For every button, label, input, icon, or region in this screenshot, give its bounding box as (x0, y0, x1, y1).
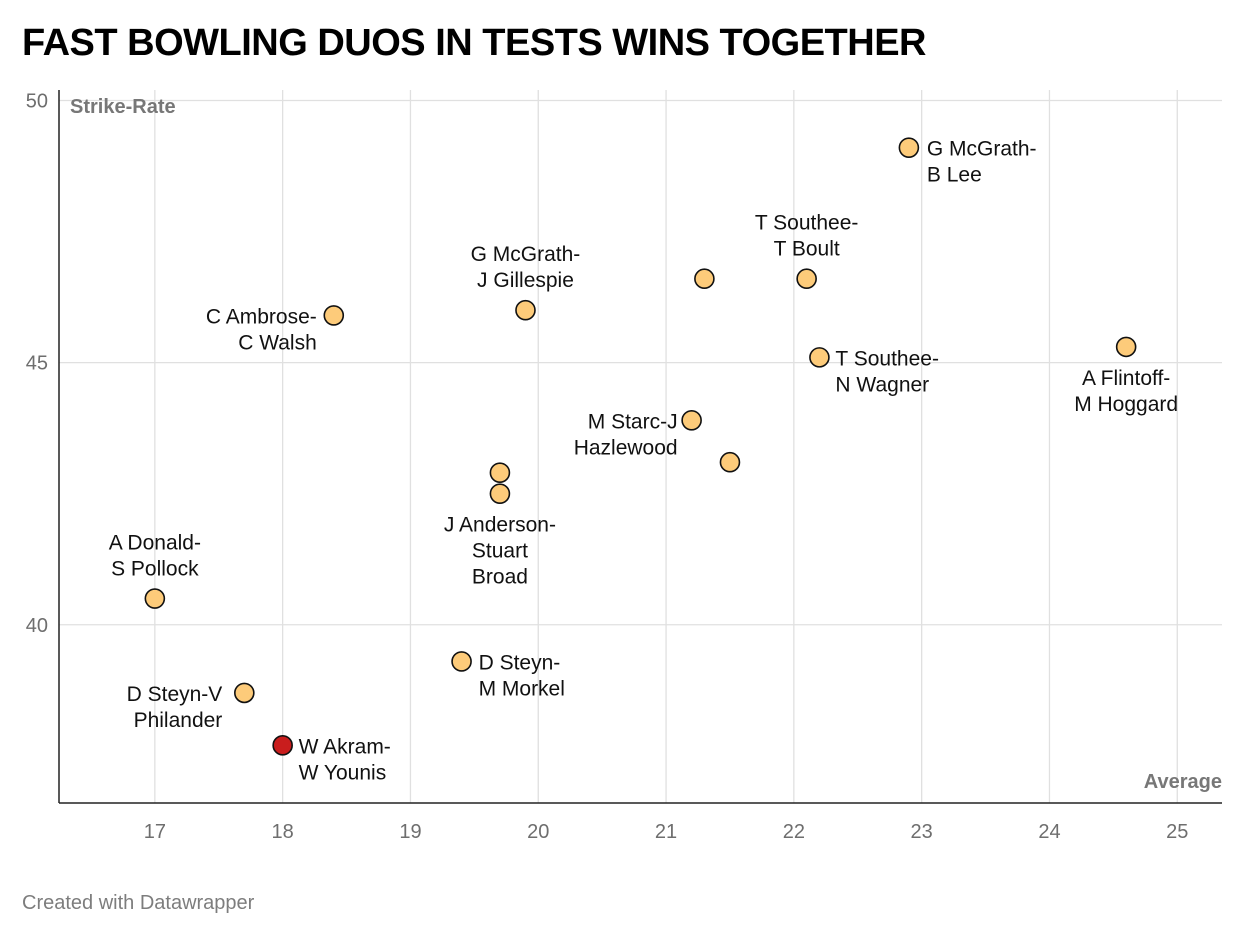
axes: 17 18 19 20 21 22 23 24 25 40 45 50 (26, 90, 1222, 843)
x-tick-label: 23 (911, 821, 933, 843)
data-point (451, 651, 472, 672)
point-label: A Donald- (109, 532, 201, 555)
chart-title: FAST BOWLING DUOS IN TESTS WINS TOGETHER (22, 22, 927, 64)
data-points (144, 137, 1137, 756)
point-label: M Starc-J (588, 410, 678, 433)
y-tick-label: 40 (26, 615, 48, 637)
x-tick-label: 17 (144, 821, 166, 843)
x-tick-label: 24 (1038, 821, 1060, 843)
x-tick-label: 21 (655, 821, 677, 843)
data-point (694, 268, 715, 290)
data-point (515, 299, 536, 321)
y-tick-label: 50 (26, 90, 48, 112)
point-label: T Boult (774, 238, 840, 261)
data-point (719, 451, 741, 473)
point-label: G McGrath- (471, 243, 581, 266)
point-label: D Steyn- (479, 651, 561, 674)
x-tick-label: 18 (272, 821, 294, 843)
point-label: W Akram- (299, 735, 391, 758)
data-point (1115, 336, 1137, 358)
data-point (489, 462, 511, 484)
data-point (234, 682, 255, 704)
footer-credit: Created with Datawrapper (22, 892, 255, 914)
point-label: Broad (472, 566, 528, 589)
x-tick-label: 22 (783, 821, 805, 843)
point-label: Philander (134, 709, 223, 732)
point-label: Stuart (472, 540, 528, 563)
data-point (898, 137, 920, 158)
point-label: C Walsh (238, 331, 317, 354)
point-labels: G McGrath- B Lee T Southee- T Boult G McGrat… (109, 138, 1178, 785)
highlight-point (272, 735, 293, 756)
point-label: T Southee- (835, 347, 939, 370)
grid-lines (59, 90, 1222, 803)
x-axis-title: Average (1144, 771, 1222, 793)
data-point (489, 483, 511, 504)
data-point (796, 268, 817, 290)
point-label: J Anderson- (444, 514, 556, 537)
data-point (809, 347, 830, 368)
y-tick-label: 45 (26, 353, 48, 375)
point-label: N Wagner (835, 373, 929, 396)
point-label: S Pollock (111, 558, 199, 581)
point-label: J Gillespie (477, 269, 574, 292)
y-axis-title: Strike-Rate (70, 96, 176, 118)
data-point (144, 588, 166, 609)
data-point (323, 305, 345, 326)
data-point (681, 409, 702, 431)
x-tick-label: 19 (399, 821, 421, 843)
x-tick-label: 20 (527, 821, 549, 843)
point-label: B Lee (927, 164, 982, 187)
point-label: M Hoggard (1074, 393, 1178, 416)
point-label: D Steyn-V (127, 683, 223, 706)
x-tick-label: 25 (1166, 821, 1188, 843)
point-label: C Ambrose- (206, 305, 317, 328)
point-label: W Younis (299, 761, 387, 784)
point-label: T Southee- (755, 212, 859, 235)
point-label: M Morkel (479, 677, 565, 700)
point-label: G McGrath- (927, 138, 1037, 161)
point-label: Hazlewood (574, 436, 678, 459)
point-label: A Flintoff- (1082, 367, 1170, 390)
